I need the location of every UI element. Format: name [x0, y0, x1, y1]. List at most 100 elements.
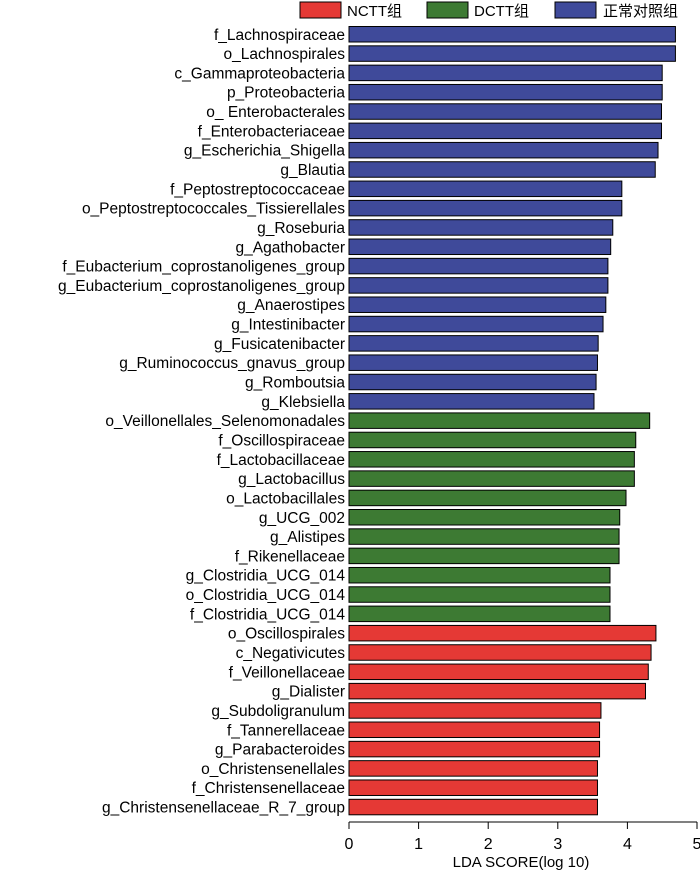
bar-label: f_Lachnospiraceae [214, 27, 345, 44]
bar-label: g_Christensenellaceae_R_7_group [102, 800, 345, 817]
bar-label: g_Lactobacillus [238, 471, 345, 488]
bar [348, 238, 612, 256]
bar [348, 393, 595, 410]
x-axis-title: LDA SCORE(log 10) [453, 854, 590, 871]
bar-label: g_Anaerostipes [237, 297, 345, 314]
bar-label: o_Oscillospirales [228, 626, 345, 643]
bar [348, 277, 609, 294]
bar [348, 335, 599, 352]
bar-label: f_Oscillospiraceae [218, 432, 345, 449]
bar [348, 547, 620, 565]
bar-label: o_Clostridia_UCG_014 [186, 587, 346, 604]
bar [348, 296, 607, 313]
bar-label: g_Fusicatenibacter [214, 336, 345, 353]
bar [348, 566, 611, 584]
bar-label: o_Peptostreptococcales_Tissierellales [82, 201, 345, 218]
bar [348, 721, 601, 739]
bar [348, 644, 652, 661]
bar-label: c_Negativicutes [236, 645, 346, 662]
x-tick-label: 5 [693, 836, 700, 853]
bar [348, 219, 614, 236]
bar-label: f_Tannerellaceae [227, 722, 345, 739]
bar [348, 431, 637, 449]
legend-label-dctt: DCTT组 [474, 3, 529, 20]
bar-label: p_Proteobacteria [227, 85, 345, 102]
bar [348, 103, 663, 120]
bar [348, 624, 657, 642]
bar [348, 141, 659, 159]
bar-label: g_Dialister [272, 684, 345, 701]
legend-swatch-dctt [426, 1, 469, 19]
bar-label: o_Lactobacillales [226, 490, 345, 507]
x-axis: 0 1 2 3 4 5 [345, 821, 700, 853]
legend: NCTT组 DCTT组 正常对照组 [299, 1, 678, 20]
bar-label: f_Christensenellaceae [192, 780, 345, 797]
bar [348, 199, 623, 217]
bar-label: f_Enterobacteriaceae [198, 123, 345, 140]
bar [348, 605, 611, 623]
legend-label-normal: 正常对照组 [603, 3, 678, 20]
bar [348, 682, 646, 700]
x-tick-label: 1 [414, 836, 423, 853]
category-labels: f_Lachnospiraceae o_Lachnospirales c_Gamma… [58, 27, 345, 817]
bar [348, 373, 597, 391]
bar-label: o_Veillonellales_Selenomonadales [105, 413, 345, 430]
legend-swatch-normal [554, 1, 597, 19]
bar-label: g_Clostridia_UCG_014 [186, 568, 346, 585]
bar-label: g_Klebsiella [261, 394, 345, 411]
bar-label: g_Eubacterium_coprostanoligenes_group [58, 278, 345, 295]
legend-swatch-nctt [299, 1, 342, 19]
bar-label: g_Parabacteroides [215, 742, 345, 759]
bar-label: g_Intestinibacter [231, 317, 345, 334]
bar-label: f_Clostridia_UCG_014 [190, 606, 345, 623]
bar-label: f_Eubacterium_coprostanoligenes_group [62, 259, 345, 276]
bar [348, 509, 621, 526]
bar [348, 451, 635, 468]
bar [348, 702, 602, 719]
bar-label: f_Peptostreptococcaceae [170, 181, 345, 198]
bar [348, 779, 598, 796]
bar-label: g_Agathobacter [236, 239, 345, 256]
bar [348, 663, 649, 681]
bar-label: f_Veillonellaceae [229, 664, 345, 681]
bar [348, 470, 635, 487]
bar [348, 489, 627, 507]
bar [348, 798, 598, 816]
bar-label: g_Romboutsia [245, 375, 345, 392]
bar [348, 257, 609, 275]
bar-label: c_Gammaproteobacteria [174, 65, 345, 82]
bars-layer [348, 26, 676, 816]
bar-label: o_Christensenellales [201, 761, 345, 778]
bar [348, 412, 651, 429]
bar [348, 354, 598, 371]
x-tick-label: 3 [553, 836, 562, 853]
bar-label: g_Ruminococcus_gnavus_group [119, 355, 345, 372]
bar-label: f_Rikenellaceae [235, 548, 345, 565]
bar-label: g_UCG_002 [259, 510, 345, 527]
x-tick-label: 4 [623, 836, 632, 853]
bar-label: f_Lactobacillaceae [217, 452, 345, 469]
bar-label: g_Subdoligranulum [211, 703, 345, 720]
bar-label: o_Lachnospirales [223, 46, 345, 63]
x-tick-label: 0 [345, 836, 354, 853]
bar [348, 315, 604, 333]
bar [348, 528, 620, 545]
bar-label: g_Alistipes [270, 529, 345, 546]
bar [348, 161, 656, 178]
bar-label: g_Roseburia [257, 220, 345, 237]
bar-label: g_Blautia [280, 162, 345, 179]
bar [348, 740, 601, 758]
x-tick-label: 2 [484, 836, 493, 853]
bar-label: g_Escherichia_Shigella [184, 143, 346, 160]
bar [348, 64, 663, 82]
bar [348, 760, 598, 777]
bar [348, 26, 676, 43]
bar [348, 122, 663, 140]
bar [348, 180, 623, 198]
bar [348, 45, 676, 62]
bar-label: o_ Enterobacterales [206, 104, 345, 121]
legend-label-nctt: NCTT组 [347, 3, 402, 20]
bar [348, 83, 663, 101]
bar [348, 586, 611, 603]
